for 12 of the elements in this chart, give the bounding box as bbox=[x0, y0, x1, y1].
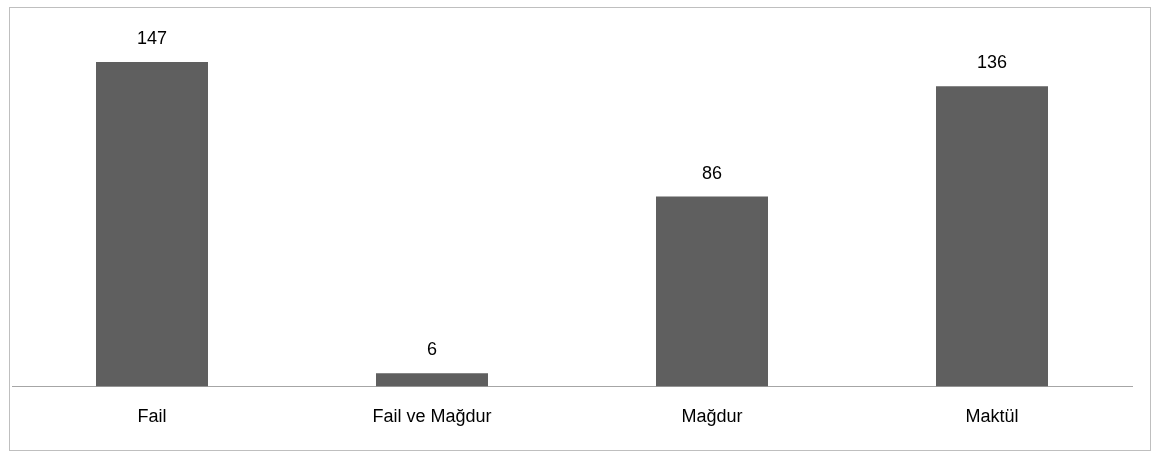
bar bbox=[656, 196, 768, 387]
data-label: 136 bbox=[976, 52, 1008, 73]
data-label: 6 bbox=[426, 339, 438, 360]
x-tick-label: Maktül bbox=[965, 406, 1019, 427]
data-label: 147 bbox=[136, 27, 168, 48]
data-label: 86 bbox=[701, 162, 723, 183]
x-tick-label: Mağdur bbox=[681, 406, 743, 427]
bar bbox=[936, 86, 1048, 387]
x-tick-label: Fail ve Mağdur bbox=[372, 406, 492, 427]
x-tick-label: Fail bbox=[137, 406, 167, 427]
bar bbox=[376, 373, 488, 387]
bar bbox=[96, 62, 208, 387]
